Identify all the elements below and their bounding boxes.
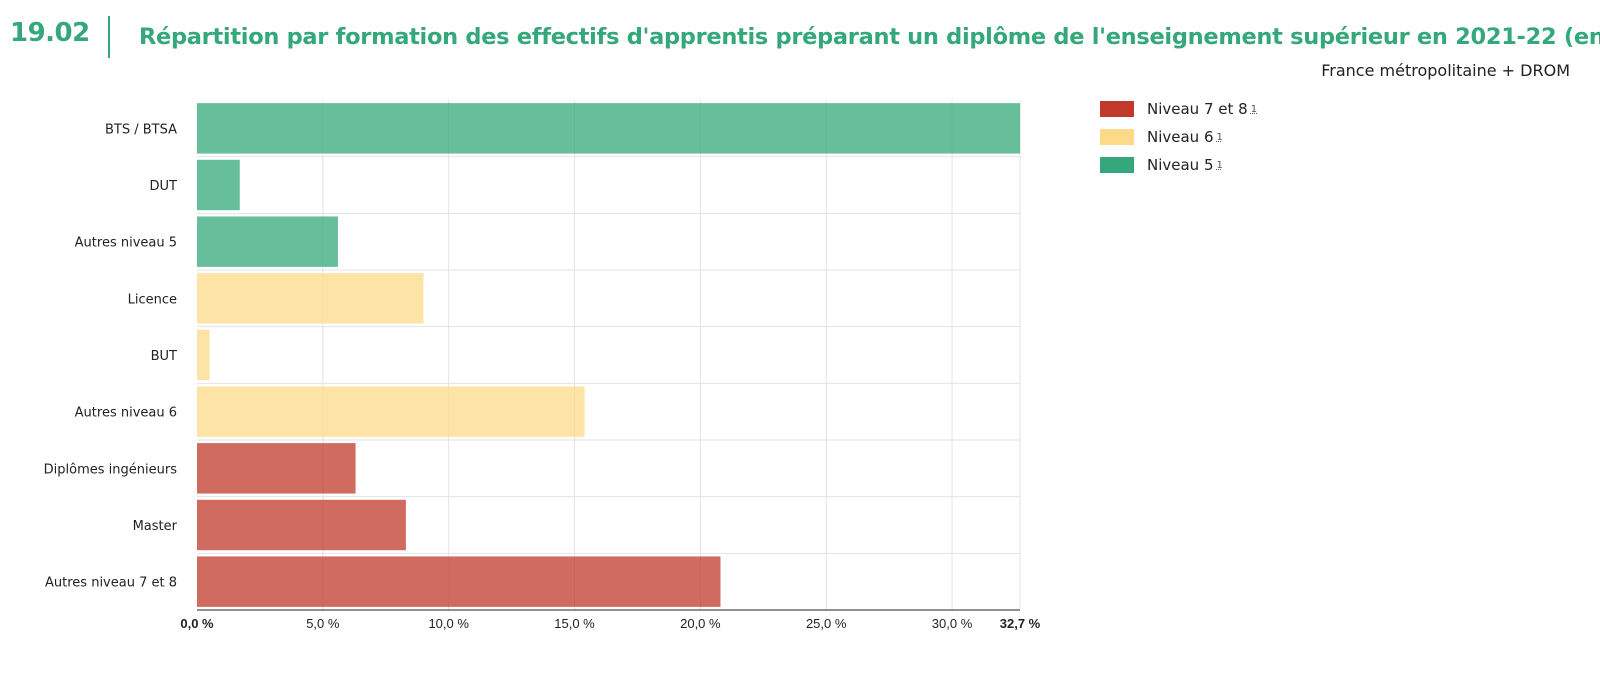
- chart-title: Répartition par formation des effectifs …: [139, 24, 1600, 50]
- bar: [197, 159, 240, 211]
- legend-footnote-link[interactable]: 1: [1250, 103, 1258, 115]
- legend-item-niveau-6[interactable]: Niveau 6 1: [1100, 123, 1257, 151]
- category-label: Autres niveau 7 et 8: [45, 576, 177, 591]
- category-label: BUT: [151, 349, 177, 364]
- bar: [197, 103, 1020, 154]
- bar: [197, 499, 406, 551]
- legend-swatch: [1100, 129, 1134, 145]
- category-label: Autres niveau 6: [75, 406, 177, 421]
- bar: [197, 556, 721, 607]
- category-label: Diplômes ingénieurs: [44, 462, 178, 477]
- category-label: BTS / BTSA: [105, 122, 177, 137]
- x-tick-label: 32,7 %: [1000, 616, 1041, 631]
- legend-footnote-link[interactable]: 1: [1216, 159, 1223, 171]
- legend-item-niveau-5[interactable]: Niveau 5 1: [1100, 151, 1257, 179]
- category-label: Autres niveau 5: [75, 236, 177, 251]
- x-tick-label: 10,0 %: [428, 616, 469, 631]
- bar: [197, 273, 424, 324]
- legend-item-niveau-7-8[interactable]: Niveau 7 et 8 1: [1100, 95, 1257, 123]
- bar: [197, 386, 585, 437]
- x-tick-label: 15,0 %: [554, 616, 595, 631]
- figure-number: 19.02: [10, 18, 90, 48]
- category-label: DUT: [150, 179, 178, 194]
- bar: [197, 443, 356, 494]
- bar-chart: BTS / BTSA DUT Autres niveau 5 Licence BUT Au…: [44, 100, 1041, 631]
- x-tick-label: 25,0 %: [806, 616, 847, 631]
- legend-swatch: [1100, 101, 1134, 117]
- x-tick-label: 0,0 %: [180, 616, 214, 631]
- chart-legend: Niveau 7 et 8 1 Niveau 6 1 Niveau 5 1: [1100, 95, 1257, 179]
- bar: [197, 329, 210, 381]
- chart-scope: France métropolitaine + DROM: [1321, 61, 1570, 80]
- legend-swatch: [1100, 157, 1134, 173]
- category-label: Licence: [128, 292, 177, 307]
- x-tick-label: 5,0 %: [306, 616, 340, 631]
- legend-label: Niveau 7 et 8: [1147, 100, 1248, 118]
- header-separator: [108, 16, 110, 58]
- legend-footnote-link[interactable]: 1: [1216, 131, 1223, 143]
- legend-label: Niveau 6: [1147, 128, 1214, 146]
- legend-label: Niveau 5: [1147, 156, 1214, 174]
- bar: [197, 216, 338, 267]
- chart-header: 19.02 Répartition par formation des effe…: [0, 0, 1600, 90]
- x-tick-label: 30,0 %: [932, 616, 973, 631]
- x-tick-label: 20,0 %: [680, 616, 721, 631]
- category-label: Master: [133, 519, 178, 534]
